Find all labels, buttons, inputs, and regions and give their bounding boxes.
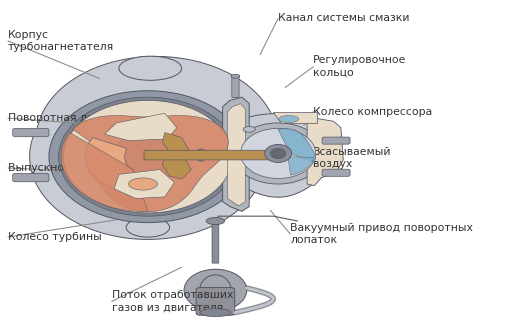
Polygon shape (228, 104, 245, 206)
Ellipse shape (278, 116, 299, 123)
Ellipse shape (231, 74, 240, 78)
Circle shape (49, 91, 247, 223)
Circle shape (184, 269, 247, 311)
Text: Регулировочное
кольцо: Регулировочное кольцо (314, 56, 407, 78)
FancyBboxPatch shape (322, 169, 350, 176)
Ellipse shape (206, 217, 224, 224)
Polygon shape (278, 129, 315, 162)
Text: Корпус
турбонагнетателя: Корпус турбонагнетателя (8, 30, 114, 52)
Ellipse shape (200, 275, 231, 306)
Text: Канал системы смазки: Канал системы смазки (278, 13, 410, 23)
Ellipse shape (243, 126, 255, 132)
Polygon shape (225, 114, 336, 197)
Text: Поток отработавших
газов из двигателя: Поток отработавших газов из двигателя (111, 290, 233, 313)
FancyBboxPatch shape (144, 150, 277, 160)
Circle shape (111, 132, 184, 181)
FancyBboxPatch shape (212, 221, 219, 263)
Polygon shape (288, 157, 314, 175)
FancyBboxPatch shape (232, 76, 239, 98)
Ellipse shape (195, 149, 206, 161)
Text: Выпускное отверстие: Выпускное отверстие (8, 163, 134, 173)
Circle shape (265, 144, 292, 162)
FancyBboxPatch shape (322, 137, 350, 144)
Polygon shape (73, 116, 229, 212)
Ellipse shape (129, 178, 157, 190)
Circle shape (241, 128, 316, 179)
Circle shape (270, 148, 286, 159)
FancyBboxPatch shape (196, 287, 235, 315)
Polygon shape (85, 138, 134, 190)
Polygon shape (61, 132, 148, 212)
Circle shape (64, 100, 232, 213)
Text: Колесо компрессора: Колесо компрессора (314, 107, 433, 117)
Polygon shape (162, 150, 191, 179)
Circle shape (59, 97, 237, 216)
Polygon shape (273, 112, 317, 123)
FancyBboxPatch shape (13, 173, 49, 182)
Text: Колесо турбины: Колесо турбины (8, 232, 102, 242)
Polygon shape (307, 118, 343, 186)
Ellipse shape (200, 309, 231, 317)
Polygon shape (114, 170, 175, 199)
FancyBboxPatch shape (13, 128, 49, 137)
Ellipse shape (126, 218, 169, 237)
Text: Всасываемый
воздух: Всасываемый воздух (314, 147, 392, 170)
Text: Вакуумный привод поворотных
лопаток: Вакуумный привод поворотных лопаток (290, 223, 473, 245)
Text: Поворотная лопатка: Поворотная лопатка (8, 113, 127, 123)
Polygon shape (104, 113, 177, 141)
Circle shape (232, 123, 324, 184)
Polygon shape (30, 57, 278, 239)
Polygon shape (162, 132, 189, 160)
Polygon shape (222, 97, 249, 211)
Ellipse shape (119, 56, 182, 80)
